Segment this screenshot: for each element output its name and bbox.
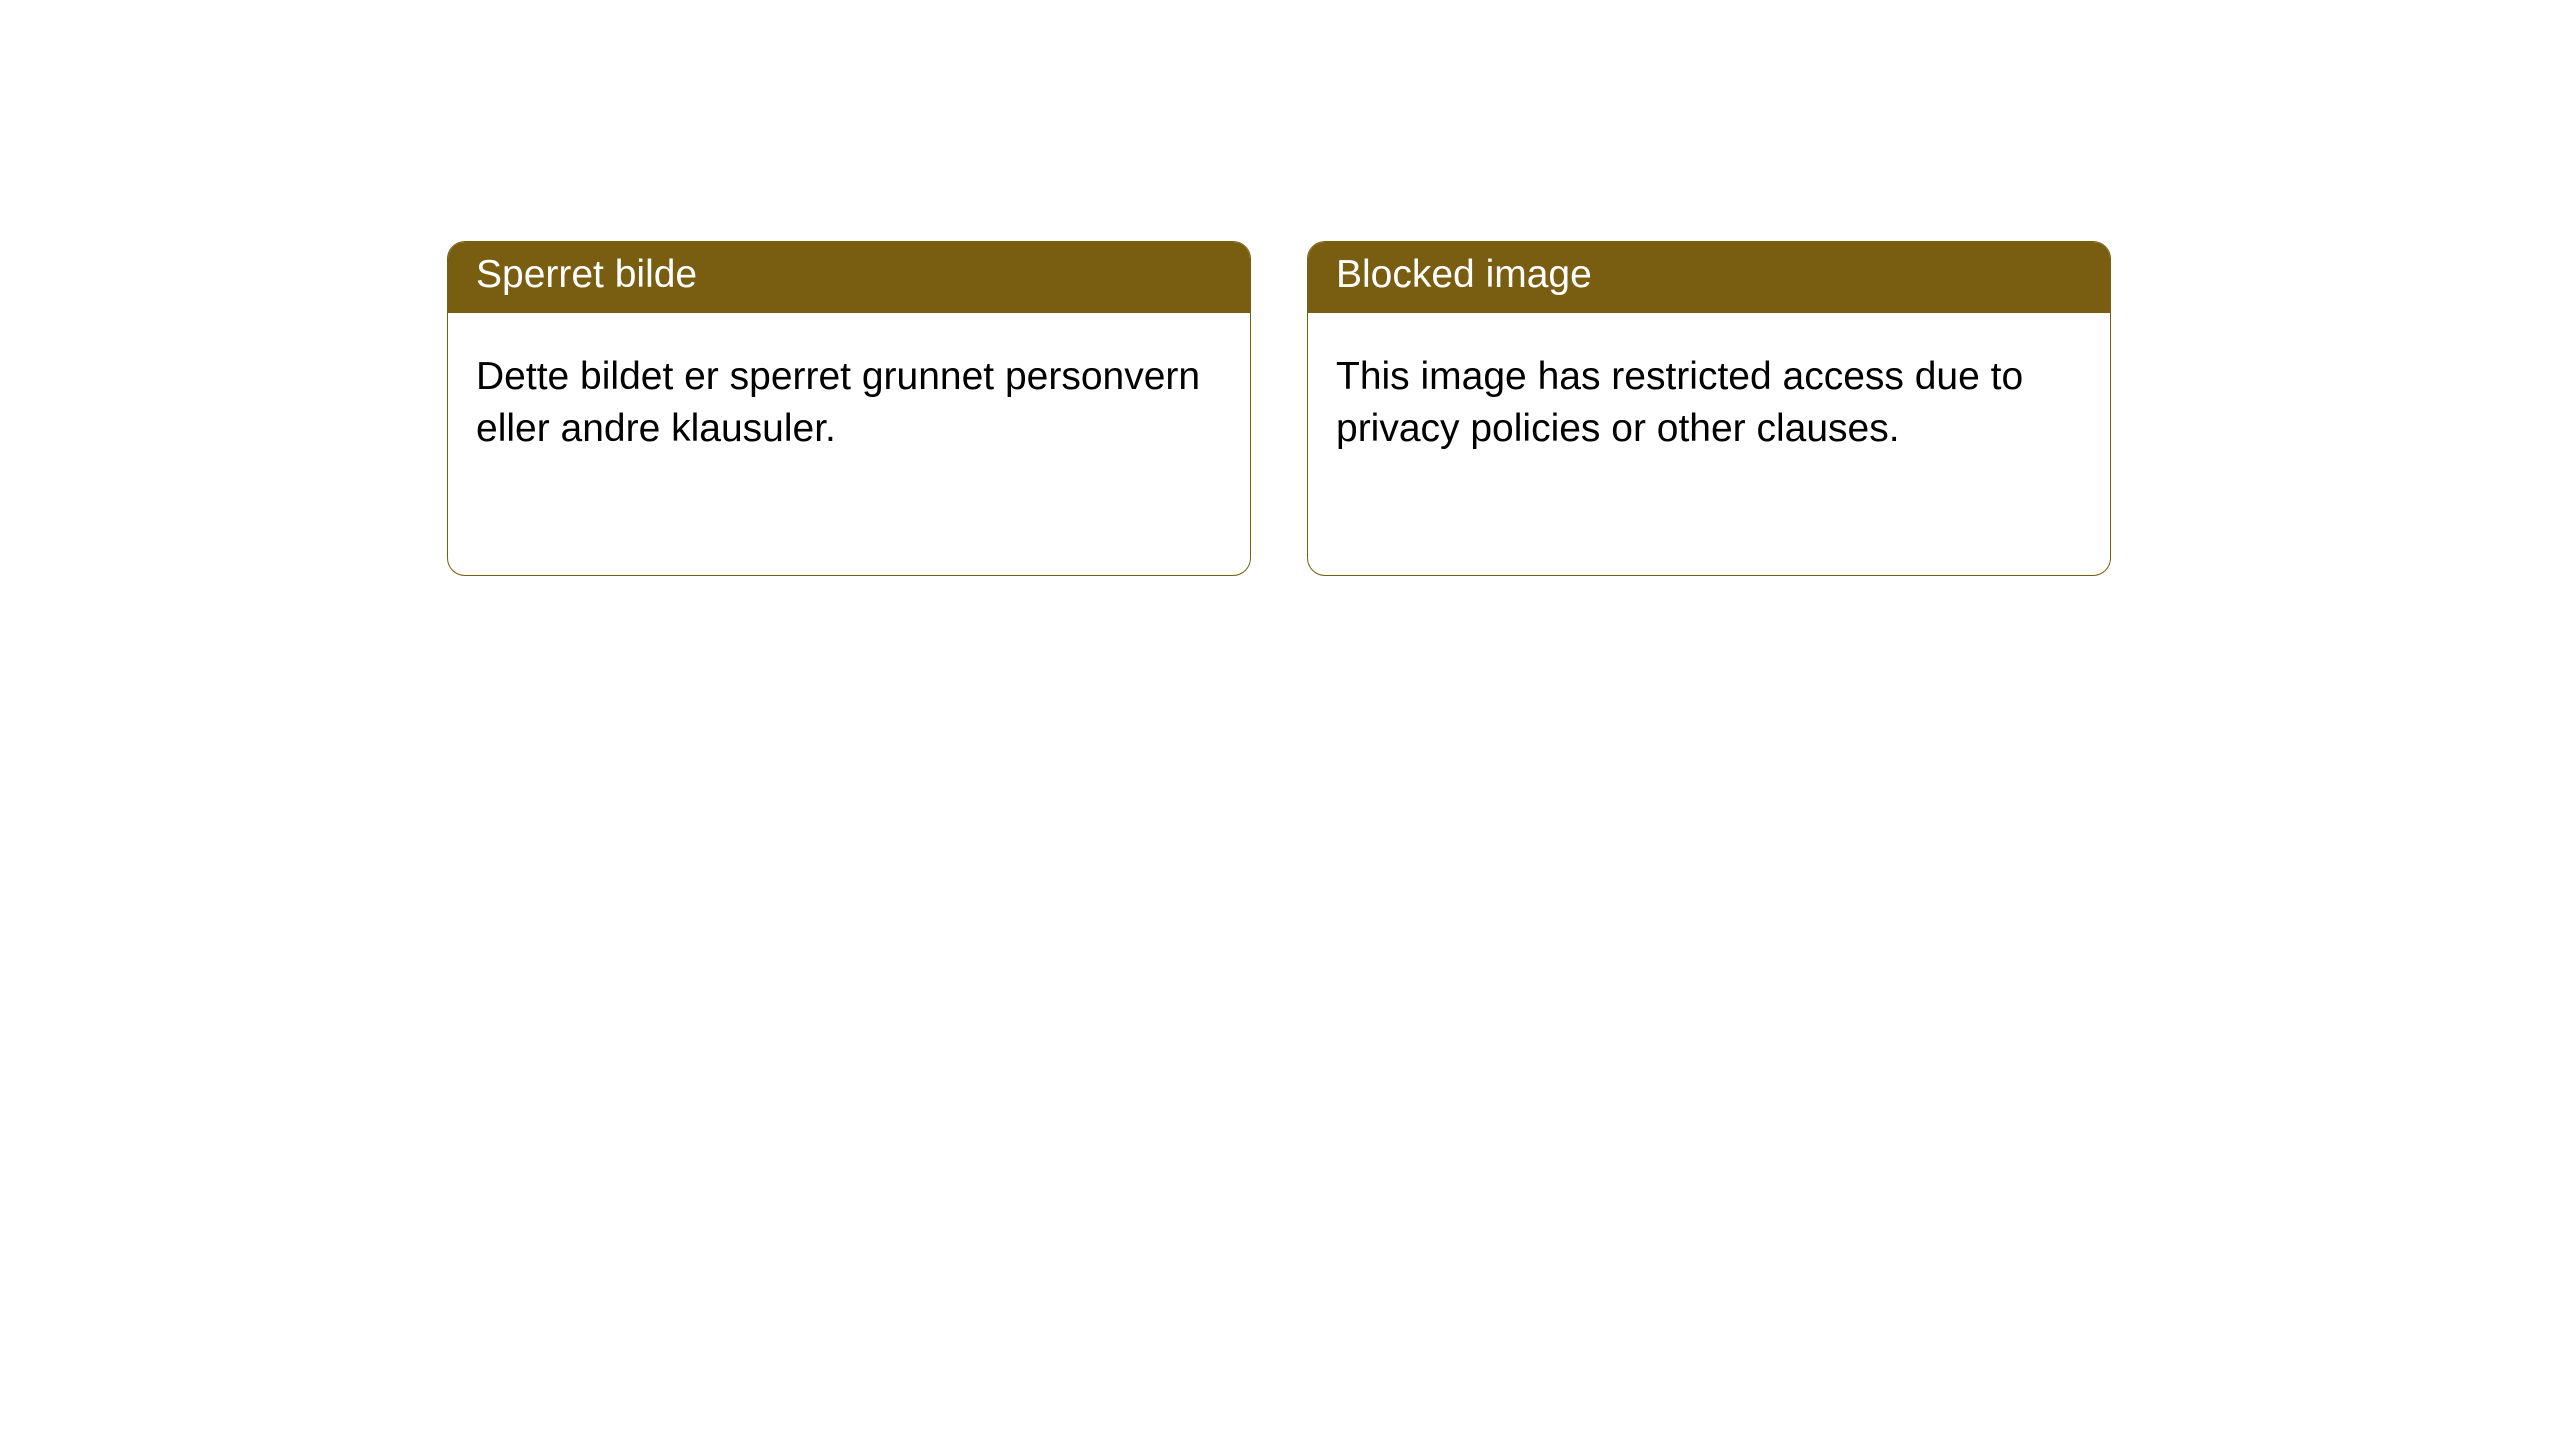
notice-box-norwegian: Sperret bilde Dette bildet er sperret gr… [447, 241, 1251, 576]
notice-box-english: Blocked image This image has restricted … [1307, 241, 2111, 576]
notice-container: Sperret bilde Dette bildet er sperret gr… [0, 0, 2560, 576]
notice-header: Sperret bilde [448, 242, 1250, 313]
notice-body: This image has restricted access due to … [1308, 313, 2110, 493]
notice-body: Dette bildet er sperret grunnet personve… [448, 313, 1250, 493]
notice-header: Blocked image [1308, 242, 2110, 313]
